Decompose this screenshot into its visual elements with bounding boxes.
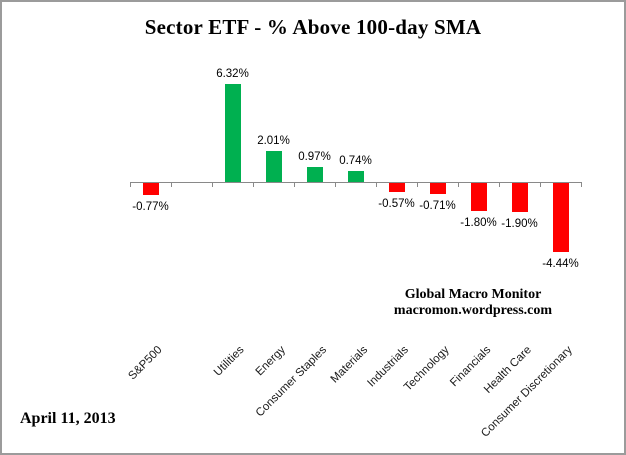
- value-label-consumer-discretionary: -4.44%: [542, 257, 579, 270]
- bar-energy: [265, 150, 282, 182]
- value-label-energy: 2.01%: [257, 134, 290, 147]
- bar-sandp500: [142, 183, 159, 195]
- bar-consumer-staples: [306, 166, 323, 182]
- value-label-industrials: -0.57%: [378, 197, 415, 210]
- category-label-sandp500: S&P500: [126, 344, 165, 383]
- axis-tick: [130, 183, 131, 187]
- value-label-health-care: -1.90%: [501, 218, 538, 231]
- bar-industrials: [388, 183, 405, 192]
- axis-tick: [171, 183, 172, 187]
- axis-tick: [417, 183, 418, 187]
- axis-tick: [376, 183, 377, 187]
- category-label-materials: Materials: [328, 344, 370, 386]
- axis-tick: [540, 183, 541, 187]
- date-label: April 11, 2013: [20, 410, 116, 427]
- value-label-utilities: 6.32%: [216, 68, 249, 81]
- bar-technology: [429, 183, 446, 194]
- category-label-utilities: Utilities: [212, 344, 247, 379]
- chart-title: Sector ETF - % Above 100-day SMA: [144, 15, 482, 39]
- axis-tick: [335, 183, 336, 187]
- bar-financials: [470, 183, 487, 211]
- bar-materials: [347, 170, 364, 182]
- value-label-sandp500: -0.77%: [132, 200, 169, 213]
- attribution: Global Macro Monitor macromon.wordpress.…: [375, 287, 571, 319]
- attribution-source: Global Macro Monitor: [404, 287, 542, 302]
- axis-tick: [253, 183, 254, 187]
- axis-tick: [499, 183, 500, 187]
- x-axis-line: [130, 182, 582, 183]
- axis-tick: [212, 183, 213, 187]
- axis-tick: [294, 183, 295, 187]
- value-label-financials: -1.80%: [460, 216, 497, 229]
- value-label-materials: 0.74%: [339, 154, 372, 167]
- attribution-url: macromon.wordpress.com: [393, 303, 553, 318]
- category-label-energy: Energy: [253, 344, 288, 379]
- bar-utilities: [224, 84, 241, 182]
- bar-consumer-discretionary: [552, 183, 569, 252]
- bar-health-care: [511, 183, 528, 213]
- category-label-consumer-staples: Consumer Staples: [253, 344, 329, 420]
- value-label-technology: -0.71%: [419, 200, 456, 212]
- axis-tick: [581, 183, 582, 187]
- value-label-consumer-staples: 0.97%: [298, 150, 331, 163]
- axis-tick: [458, 183, 459, 187]
